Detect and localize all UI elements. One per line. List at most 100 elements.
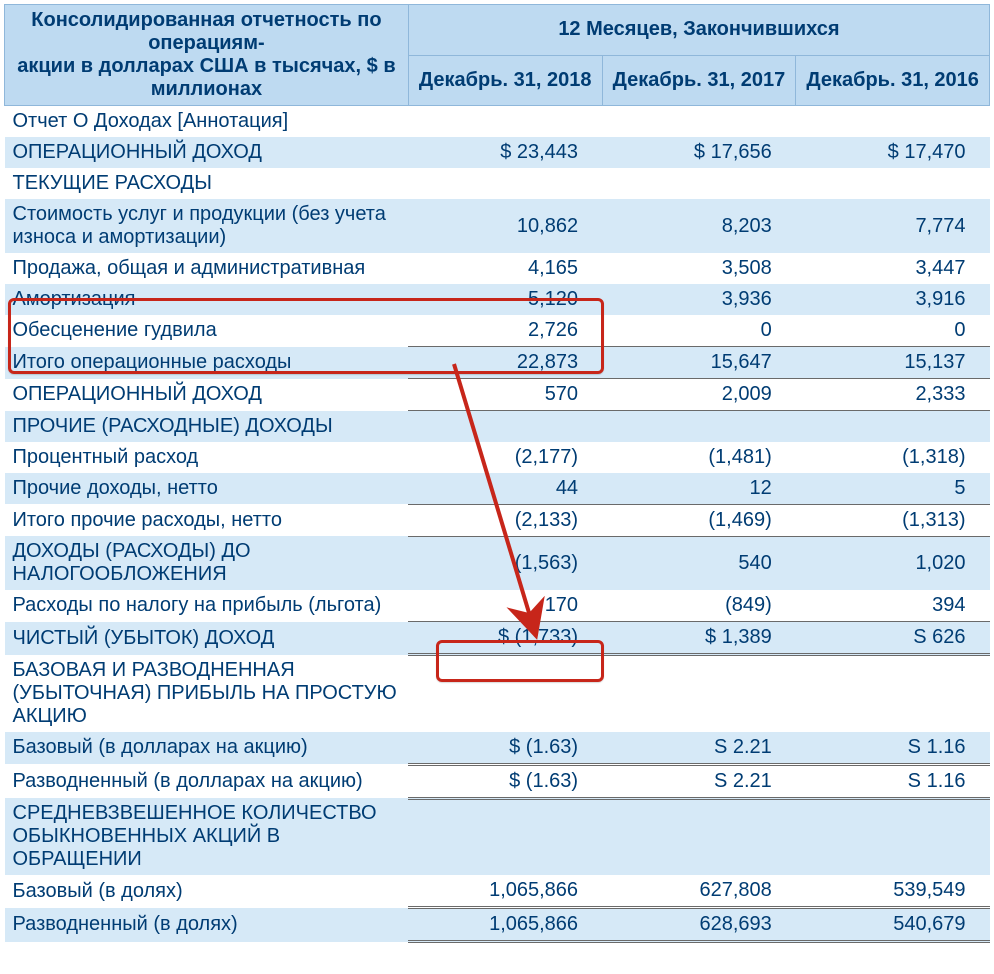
table-row: Разводненный (в долларах на акцию)$ (1.6… xyxy=(5,764,990,798)
row-value xyxy=(408,655,602,732)
row-value: 3,916 xyxy=(796,284,990,315)
row-value xyxy=(408,798,602,875)
row-value: 1,065,866 xyxy=(408,875,602,908)
row-value: 539,549 xyxy=(796,875,990,908)
row-value: (1,318) xyxy=(796,442,990,473)
table-row: Итого прочие расходы, нетто(2,133)(1,469… xyxy=(5,504,990,536)
table-row: Прочие доходы, нетто44125 xyxy=(5,473,990,505)
row-label: Расходы по налогу на прибыль (льгота) xyxy=(5,590,409,622)
row-value xyxy=(796,655,990,732)
table-body: Отчет О Доходах [Аннотация]ОПЕРАЦИОННЫЙ … xyxy=(5,106,990,942)
table-row: ПРОЧИЕ (РАСХОДНЫЕ) ДОХОДЫ xyxy=(5,411,990,442)
row-value xyxy=(408,411,602,442)
row-value xyxy=(408,106,602,138)
row-label: Стоимость услуг и продукции (без учета и… xyxy=(5,199,409,253)
row-label: Разводненный (в долях) xyxy=(5,908,409,942)
row-value: 0 xyxy=(796,315,990,347)
row-label: Процентный расход xyxy=(5,442,409,473)
row-label: ОПЕРАЦИОННЫЙ ДОХОД xyxy=(5,379,409,411)
row-value: 4,165 xyxy=(408,253,602,284)
row-label: Прочие доходы, нетто xyxy=(5,473,409,505)
header-col-2016: Декабрь. 31, 2016 xyxy=(796,55,990,106)
financial-table: Консолидированная отчетность по операция… xyxy=(4,4,990,943)
row-value: (849) xyxy=(602,590,796,622)
header-col-2018: Декабрь. 31, 2018 xyxy=(408,55,602,106)
row-value: 12 xyxy=(602,473,796,505)
row-value: 394 xyxy=(796,590,990,622)
row-value xyxy=(602,411,796,442)
row-value: 8,203 xyxy=(602,199,796,253)
row-value: $ (1.63) xyxy=(408,732,602,765)
row-value: 570 xyxy=(408,379,602,411)
row-label: Обесценение гудвила xyxy=(5,315,409,347)
row-value xyxy=(602,655,796,732)
row-value: 2,333 xyxy=(796,379,990,411)
row-value: (1,313) xyxy=(796,504,990,536)
row-value xyxy=(602,168,796,199)
table-header: Консолидированная отчетность по операция… xyxy=(5,5,990,106)
row-value: 2,726 xyxy=(408,315,602,347)
row-value: 7,774 xyxy=(796,199,990,253)
table-row: Отчет О Доходах [Аннотация] xyxy=(5,106,990,138)
row-value: $ 17,470 xyxy=(796,137,990,168)
row-value: 5 xyxy=(796,473,990,505)
row-value: 627,808 xyxy=(602,875,796,908)
row-value xyxy=(796,168,990,199)
row-value xyxy=(408,168,602,199)
row-value xyxy=(602,106,796,138)
row-value: $ 17,656 xyxy=(602,137,796,168)
row-label: Базовый (в долях) xyxy=(5,875,409,908)
row-value: 2,009 xyxy=(602,379,796,411)
row-value xyxy=(796,106,990,138)
row-label: ПРОЧИЕ (РАСХОДНЫЕ) ДОХОДЫ xyxy=(5,411,409,442)
row-value: 10,862 xyxy=(408,199,602,253)
table-row: Базовый (в долларах на акцию)$ (1.63)S 2… xyxy=(5,732,990,765)
row-value: $ 23,443 xyxy=(408,137,602,168)
row-value: 44 xyxy=(408,473,602,505)
row-value: 3,936 xyxy=(602,284,796,315)
table-row: Стоимость услуг и продукции (без учета и… xyxy=(5,199,990,253)
row-value: (2,177) xyxy=(408,442,602,473)
table-row: Процентный расход(2,177)(1,481)(1,318) xyxy=(5,442,990,473)
header-period: 12 Месяцев, Закончившихся xyxy=(408,5,989,56)
table-row: Базовый (в долях)1,065,866627,808539,549 xyxy=(5,875,990,908)
table-row: ТЕКУЩИЕ РАСХОДЫ xyxy=(5,168,990,199)
table-row: Продажа, общая и административная4,1653,… xyxy=(5,253,990,284)
row-label: Продажа, общая и административная xyxy=(5,253,409,284)
row-label: Итого операционные расходы xyxy=(5,347,409,379)
table-row: Разводненный (в долях)1,065,866628,69354… xyxy=(5,908,990,942)
row-value xyxy=(796,411,990,442)
row-value: S 1.16 xyxy=(796,732,990,765)
row-value: 170 xyxy=(408,590,602,622)
row-label: Базовый (в долларах на акцию) xyxy=(5,732,409,765)
row-value: 15,647 xyxy=(602,347,796,379)
row-value: 1,065,866 xyxy=(408,908,602,942)
table-row: ОПЕРАЦИОННЫЙ ДОХОД$ 23,443$ 17,656$ 17,4… xyxy=(5,137,990,168)
row-value: (2,133) xyxy=(408,504,602,536)
row-label: ДОХОДЫ (РАСХОДЫ) ДО НАЛОГООБЛОЖЕНИЯ xyxy=(5,536,409,590)
row-value: 628,693 xyxy=(602,908,796,942)
row-value: 540 xyxy=(602,536,796,590)
row-value: S 626 xyxy=(796,622,990,655)
row-value: 3,508 xyxy=(602,253,796,284)
row-label: ТЕКУЩИЕ РАСХОДЫ xyxy=(5,168,409,199)
row-label: ЧИСТЫЙ (УБЫТОК) ДОХОД xyxy=(5,622,409,655)
table-row: Амортизация5,1203,9363,916 xyxy=(5,284,990,315)
table-row: СРЕДНЕВЗВЕШЕННОЕ КОЛИЧЕСТВО ОБЫКНОВЕННЫХ… xyxy=(5,798,990,875)
row-value: $ (1.63) xyxy=(408,764,602,798)
row-label: ОПЕРАЦИОННЫЙ ДОХОД xyxy=(5,137,409,168)
row-value: (1,469) xyxy=(602,504,796,536)
row-value: S 2.21 xyxy=(602,764,796,798)
row-value: 3,447 xyxy=(796,253,990,284)
row-value: (1,563) xyxy=(408,536,602,590)
table-row: ЧИСТЫЙ (УБЫТОК) ДОХОД$ (1,733)$ 1,389S 6… xyxy=(5,622,990,655)
row-label: Отчет О Доходах [Аннотация] xyxy=(5,106,409,138)
row-label: Итого прочие расходы, нетто xyxy=(5,504,409,536)
table-row: Обесценение гудвила2,72600 xyxy=(5,315,990,347)
table-row: Расходы по налогу на прибыль (льгота)170… xyxy=(5,590,990,622)
row-value: $ (1,733) xyxy=(408,622,602,655)
header-col-2017: Декабрь. 31, 2017 xyxy=(602,55,796,106)
row-label: Амортизация xyxy=(5,284,409,315)
row-value xyxy=(602,798,796,875)
row-label: БАЗОВАЯ И РАЗВОДНЕННАЯ (УБЫТОЧНАЯ) ПРИБЫ… xyxy=(5,655,409,732)
